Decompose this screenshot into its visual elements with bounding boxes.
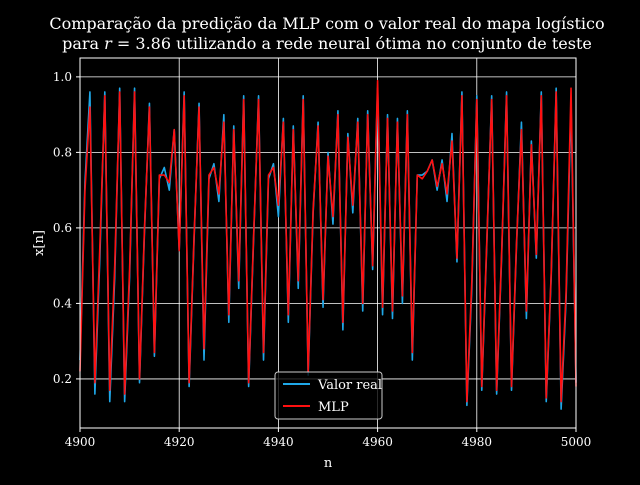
- x-tick-label: 5000: [561, 435, 592, 449]
- legend-label-mlp: MLP: [318, 400, 349, 415]
- y-tick-label: 0.6: [53, 221, 72, 235]
- legend: Valor real MLP: [274, 371, 383, 420]
- x-axis-label: n: [324, 456, 333, 471]
- x-tick-label: 4960: [362, 435, 393, 449]
- axes-frame: [79, 57, 577, 429]
- plot-area: [79, 79, 577, 410]
- x-tick-label: 4920: [164, 435, 195, 449]
- chart-title-line1: Comparação da predição da MLP com o valo…: [49, 14, 604, 33]
- title-line2-pre: para: [62, 34, 104, 53]
- title-line2-var: r: [104, 34, 113, 53]
- series-line-mlp: [79, 79, 577, 403]
- y-tick-label: 0.8: [53, 145, 72, 159]
- y-tick-label: 0.4: [53, 296, 72, 310]
- chart-title-line2: para r = 3.86 utilizando a rede neural ó…: [62, 34, 592, 53]
- x-tick-label: 4940: [263, 435, 294, 449]
- legend-label-valor-real: Valor real: [317, 378, 382, 393]
- y-axis-ticks: 0.2 0.4 0.6 0.8 1.0: [53, 70, 80, 386]
- y-axis-label: x[n]: [32, 230, 47, 256]
- x-axis-ticks: 4900 4920 4940 4960 4980 5000: [65, 428, 592, 449]
- y-tick-label: 1.0: [53, 70, 72, 84]
- y-tick-label: 0.2: [53, 372, 72, 386]
- title-line2-post: = 3.86 utilizando a rede neural ótima no…: [112, 34, 592, 53]
- x-tick-label: 4980: [462, 435, 493, 449]
- x-tick-label: 4900: [65, 435, 96, 449]
